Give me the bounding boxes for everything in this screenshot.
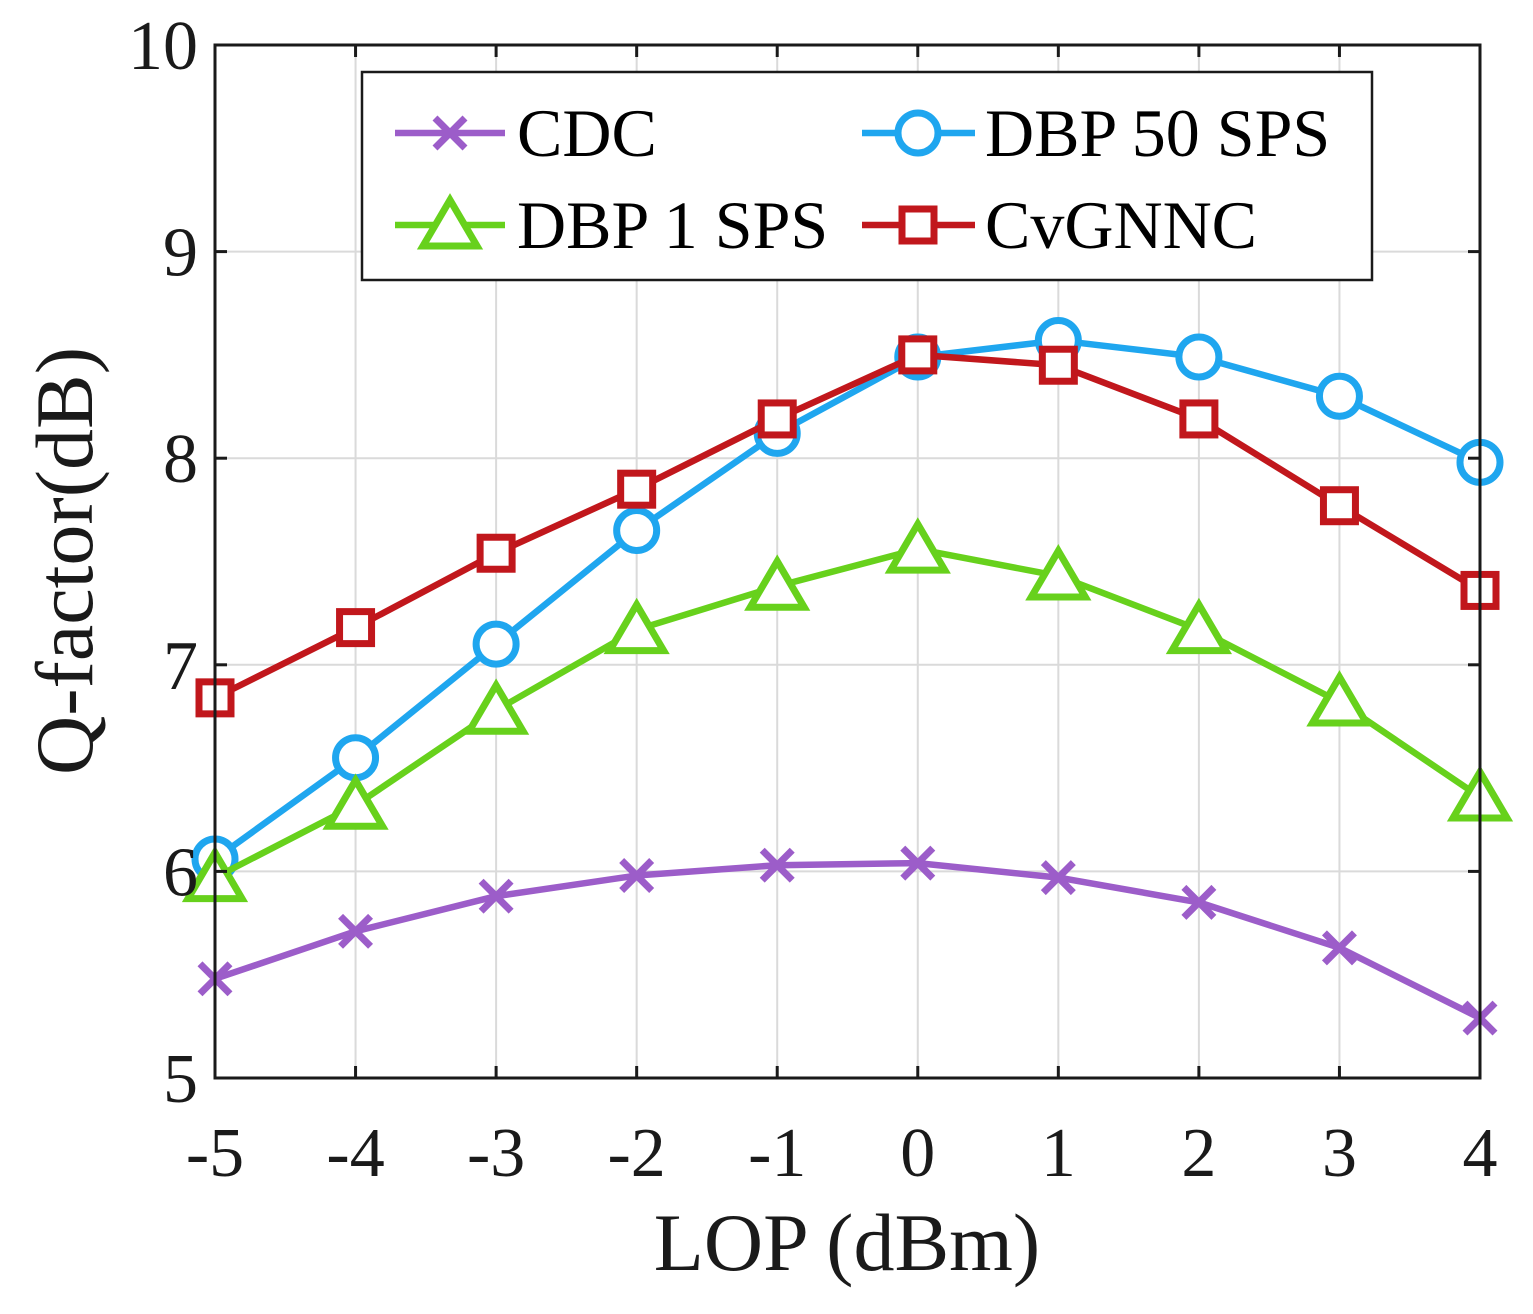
data-point-dbp-1-sps bbox=[1306, 670, 1373, 727]
data-point-cvgnnc bbox=[1319, 486, 1359, 526]
x-tick-label: -1 bbox=[748, 1115, 806, 1192]
axes-box bbox=[213, 43, 1482, 1080]
x-tick-labels: -5 -4 -3 -2 -1 0 1 2 3 4 bbox=[186, 1115, 1498, 1192]
data-point-cvgnnc bbox=[898, 335, 938, 375]
series-dbp-1-sps bbox=[181, 517, 1514, 903]
series-line-cvgnnc bbox=[213, 351, 1482, 701]
legend-label-dbp-50-sps: DBP 50 SPS bbox=[985, 95, 1330, 171]
y-tick-label: 5 bbox=[163, 1041, 198, 1118]
data-point-cdc bbox=[1321, 930, 1357, 966]
data-point-dbp-1-sps bbox=[1165, 597, 1233, 655]
data-point-dbp-50-sps bbox=[472, 620, 520, 668]
y-tick-label: 9 bbox=[163, 215, 198, 292]
data-point-dbp-1-sps bbox=[462, 678, 530, 735]
series-line-cdc bbox=[213, 859, 1482, 1021]
legend-marker-dbp-50-sps bbox=[894, 109, 942, 157]
data-point-cdc bbox=[478, 878, 514, 914]
data-point-cdc bbox=[1040, 860, 1076, 896]
legend-label-cvgnnc: CvGNNC bbox=[985, 187, 1257, 263]
axes-frame bbox=[213, 43, 1482, 1080]
legend-entry-cdc: CDC bbox=[395, 95, 657, 171]
series-group bbox=[181, 316, 1514, 1036]
data-point-dbp-50-sps bbox=[1315, 372, 1363, 420]
data-point-dbp-1-sps bbox=[1025, 544, 1092, 601]
legend-marker-cvgnnc bbox=[898, 205, 938, 245]
series-line-dbp-1-sps bbox=[213, 545, 1482, 881]
data-point-cdc bbox=[759, 847, 795, 883]
x-axis-label: LOP (dBm) bbox=[654, 1197, 1040, 1288]
x-tick-label: 4 bbox=[1463, 1115, 1498, 1192]
legend-box bbox=[360, 70, 1374, 282]
legend-marker-dbp-1-sps bbox=[416, 193, 484, 250]
data-point-dbp-50-sps bbox=[1175, 333, 1223, 381]
data-point-cvgnnc bbox=[476, 533, 516, 573]
data-point-dbp-1-sps bbox=[744, 554, 811, 611]
legend-marker-cdc bbox=[432, 115, 468, 151]
data-point-cdc bbox=[1181, 884, 1217, 920]
y-tick-labels: 5 6 7 8 9 10 bbox=[128, 8, 198, 1118]
x-tick-label: -3 bbox=[467, 1115, 525, 1192]
x-tick-label: -4 bbox=[326, 1115, 384, 1192]
x-tick-label: 3 bbox=[1322, 1115, 1357, 1192]
data-point-cdc bbox=[900, 845, 936, 881]
legend-label-dbp-1-sps: DBP 1 SPS bbox=[517, 187, 828, 263]
data-point-dbp-50-sps bbox=[332, 734, 380, 782]
y-tick-label: 7 bbox=[163, 628, 198, 705]
data-point-cdc bbox=[338, 913, 374, 949]
data-point-cvgnnc bbox=[1179, 399, 1219, 439]
legend-entry-dbp-50-sps: DBP 50 SPS bbox=[862, 95, 1330, 171]
data-point-cvgnnc bbox=[336, 608, 376, 648]
data-point-dbp-50-sps bbox=[613, 507, 661, 555]
data-point-cvgnnc bbox=[757, 399, 797, 439]
series-cvgnnc bbox=[195, 335, 1500, 718]
y-tick-label: 8 bbox=[163, 421, 198, 498]
x-tick-label: 1 bbox=[1041, 1115, 1076, 1192]
y-tick-label: 6 bbox=[163, 834, 198, 911]
legend-entry-cvgnnc: CvGNNC bbox=[862, 187, 1257, 263]
y-axis-label: Q-factor(dB) bbox=[19, 347, 110, 775]
x-tick-label: -5 bbox=[186, 1115, 244, 1192]
x-tick-label: 0 bbox=[900, 1115, 935, 1192]
legend-label-cdc: CDC bbox=[517, 95, 657, 171]
data-point-dbp-1-sps bbox=[322, 773, 389, 830]
data-point-cvgnnc bbox=[1038, 345, 1078, 385]
data-point-cdc bbox=[619, 858, 655, 894]
x-tick-label: 2 bbox=[1181, 1115, 1216, 1192]
y-tick-label: 10 bbox=[128, 8, 198, 85]
series-line-dbp-50-sps bbox=[213, 337, 1482, 862]
data-point-cvgnnc bbox=[617, 469, 657, 509]
legend-entry-dbp-1-sps: DBP 1 SPS bbox=[395, 187, 828, 263]
data-point-dbp-1-sps bbox=[884, 517, 951, 574]
x-tick-label: -2 bbox=[608, 1115, 666, 1192]
data-point-dbp-1-sps bbox=[603, 597, 670, 655]
legend: CDC DBP 50 SPS DBP 1 SPS CvGNNC bbox=[360, 70, 1374, 282]
